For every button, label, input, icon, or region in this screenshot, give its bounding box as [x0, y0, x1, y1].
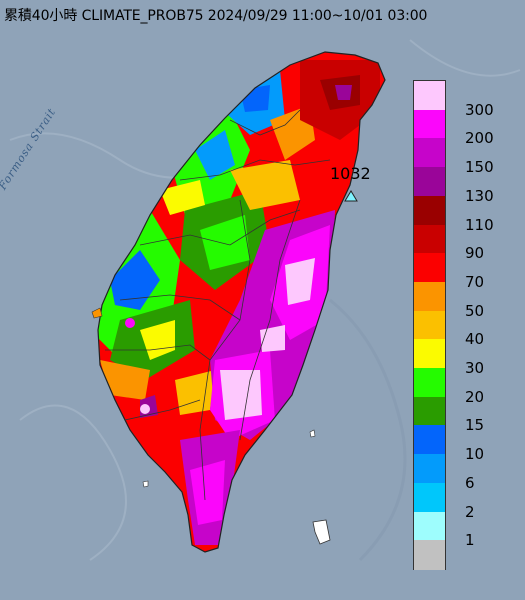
legend-swatch: [414, 425, 445, 455]
legend-label: 90: [465, 244, 485, 263]
island-outline: [97, 51, 386, 553]
legend-swatch: [414, 109, 445, 139]
legend-swatch: [414, 482, 445, 513]
legend-label: 15: [465, 416, 485, 435]
legend-swatch: [414, 253, 445, 283]
legend-swatch: [414, 138, 445, 168]
taiwan-island: [98, 52, 385, 552]
legend-swatch: [414, 511, 445, 541]
legend-swatch: [414, 167, 445, 197]
legend-swatch: [414, 310, 445, 340]
legend-label: 20: [465, 387, 485, 406]
legend-label: 300: [465, 100, 494, 119]
legend-swatch: [414, 81, 445, 111]
legend-swatch: [414, 195, 445, 226]
legend-swatch: [414, 540, 445, 570]
legend-label: 130: [465, 186, 494, 205]
legend-colorbar: [413, 80, 446, 570]
offshore-islands: [91, 307, 331, 545]
legend-swatch: [414, 339, 445, 369]
legend-label: 200: [465, 129, 494, 148]
legend-label: 30: [465, 359, 485, 378]
legend-label: 1: [465, 531, 475, 550]
legend-label: 10: [465, 445, 485, 464]
legend-swatch: [414, 454, 445, 484]
legend-label: 40: [465, 330, 485, 349]
legend-label: 110: [465, 215, 494, 234]
legend-swatch: [414, 368, 445, 398]
county-boundaries: [105, 109, 331, 501]
station-label: 1032: [330, 164, 371, 183]
triangle-icon: [344, 190, 358, 202]
legend-swatch: [414, 224, 445, 254]
legend-label: 2: [465, 502, 475, 521]
map-title: 累積40小時 CLIMATE_PROB75 2024/09/29 11:00~1…: [4, 8, 428, 24]
legend-swatch: [414, 281, 445, 312]
legend-swatch: [414, 396, 445, 427]
legend-label: 70: [465, 272, 485, 291]
legend-label: 150: [465, 158, 494, 177]
legend-label: 6: [465, 473, 475, 492]
legend-label: 50: [465, 301, 485, 320]
